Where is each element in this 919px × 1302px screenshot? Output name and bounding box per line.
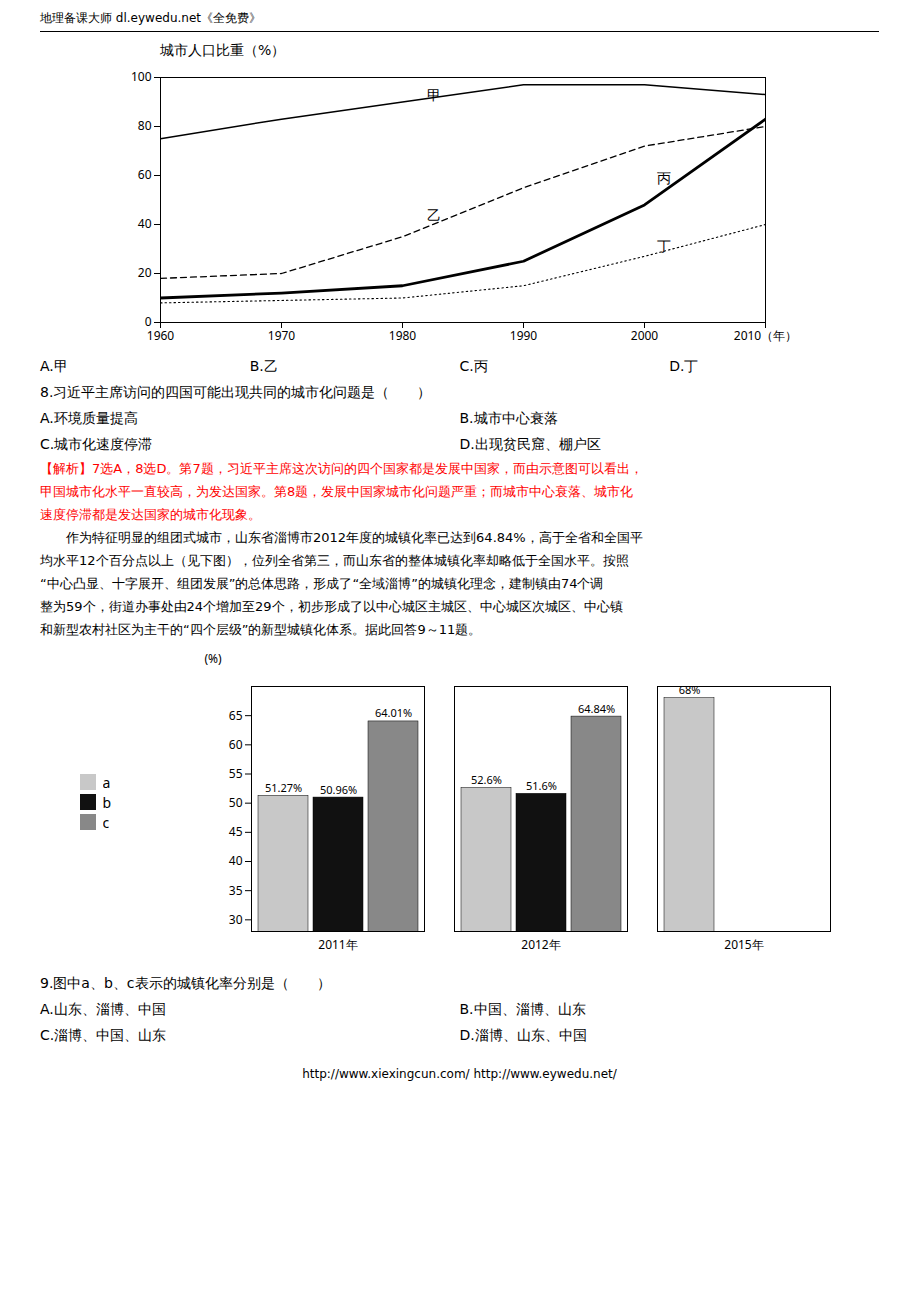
html-text:9.图中a、b、c表示的城镇化率分别是（ ）: 9.图中a、b、c表示的城镇化率分别是（ ）	[40, 975, 331, 991]
svg-text:20: 20	[137, 264, 151, 281]
html-text:D.淄博、山东、中国: D.淄博、山东、中国	[459, 1027, 587, 1043]
svg-text:甲: 甲	[426, 85, 440, 104]
svg-text:64.01%: 64.01%	[374, 705, 411, 720]
html-text:D.出现贫民窟、棚户区: D.出现贫民窟、棚户区	[459, 436, 601, 452]
html-text:B.城市中心衰落: B.城市中心衰落	[459, 410, 558, 426]
html-text:C.城市化速度停滞: C.城市化速度停滞	[40, 436, 153, 452]
html-text:a: a	[102, 772, 111, 792]
svg-text:51.6%: 51.6%	[526, 778, 557, 793]
svg-text:50: 50	[228, 794, 242, 811]
html-text:B.乙: B.乙	[249, 358, 278, 374]
svg-text:2010（年）: 2010（年）	[733, 327, 796, 344]
svg-text:乙: 乙	[426, 205, 440, 224]
html-text:速度停滞都是发达国家的城市化现象。: 速度停滞都是发达国家的城市化现象。	[40, 507, 261, 522]
svg-text:2011年: 2011年	[318, 936, 357, 953]
html-text:C.淄博、中国、山东: C.淄博、中国、山东	[40, 1027, 167, 1043]
svg-text:80: 80	[137, 117, 151, 134]
svg-text:100: 100	[130, 68, 151, 85]
svg-text:51.27%: 51.27%	[264, 780, 301, 795]
html-text:【解析】7选A，8选D。第7题，习近平主席这次访问的四个国家: 【解析】7选A，8选D。第7题，习近平主席这次访问的四个国家都是发展中国家，而由…	[40, 461, 643, 476]
svg-text:(%): (%)	[204, 651, 222, 667]
svg-text:52.6%: 52.6%	[471, 772, 502, 787]
html-text:b: b	[102, 792, 112, 812]
html-text:c: c	[102, 812, 110, 832]
svg-text:0: 0	[144, 313, 151, 331]
html-text:C.丙: C.丙	[459, 358, 488, 374]
svg-text:40: 40	[137, 215, 151, 232]
svg-text:65: 65	[228, 707, 242, 724]
svg-text:2012年: 2012年	[521, 936, 560, 953]
svg-text:60: 60	[137, 166, 151, 183]
html-text:A.环境质量提高: A.环境质量提高	[40, 410, 138, 426]
html-text:整为59个，街道办事处由24个增加至29个，初步形成了以中心: 整为59个，街道办事处由24个增加至29个，初步形成了以中心城区主城区、中心城区…	[40, 599, 623, 614]
html-text:城市人口比重（%）: 城市人口比重（%）	[160, 42, 286, 58]
html-text:A.甲: A.甲	[40, 358, 68, 374]
svg-text:1980: 1980	[388, 327, 416, 344]
svg-text:45: 45	[228, 823, 242, 840]
html-text:D.丁: D.丁	[669, 358, 699, 374]
html-text:A.山东、淄博、中国: A.山东、淄博、中国	[40, 1001, 166, 1017]
svg-text:40: 40	[228, 852, 242, 869]
svg-text:1960: 1960	[146, 327, 174, 344]
svg-text:64.84%: 64.84%	[577, 701, 614, 716]
html-text:8.习近平主席访问的四国可能出现共同的城市化问题是（ ）: 8.习近平主席访问的四国可能出现共同的城市化问题是（ ）	[40, 384, 432, 400]
svg-text:50.96%: 50.96%	[319, 782, 356, 797]
svg-text:35: 35	[228, 882, 242, 899]
html-text:作为特征明显的组团式城市，山东省淄博市2012年度的城镇化率: 作为特征明显的组团式城市，山东省淄博市2012年度的城镇化率已达到64.84%，…	[40, 530, 643, 545]
svg-text:30: 30	[228, 911, 242, 928]
svg-text:丙: 丙	[656, 168, 670, 187]
svg-text:2015年: 2015年	[724, 936, 763, 953]
html-text:均水平12个百分点以上（见下图），位列全省第三，而山东省的整: 均水平12个百分点以上（见下图），位列全省第三，而山东省的整体城镇化率却略低于全…	[40, 553, 629, 568]
html-text:地理备课大师 dl.eywedu.net《全免费》: 地理备课大师 dl.eywedu.net《全免费》	[40, 11, 261, 25]
html-text:B.中国、淄博、山东: B.中国、淄博、山东	[459, 1001, 586, 1017]
html-text:和新型农村社区为主干的“四个层级”的新型城镇化体系。据此回答: 和新型农村社区为主干的“四个层级”的新型城镇化体系。据此回答9～11题。	[40, 622, 482, 637]
svg-text:2000: 2000	[630, 327, 658, 344]
svg-text:68%: 68%	[678, 682, 700, 697]
html-text:甲国城市化水平一直较高，为发达国家。第8题，发展中国家城市化: 甲国城市化水平一直较高，为发达国家。第8题，发展中国家城市化问题严重；而城市中心…	[40, 484, 634, 499]
svg-text:60: 60	[228, 736, 242, 753]
html-text:http://www.xiexingcun.com/ htt: http://www.xiexingcun.com/ http://www.ey…	[302, 1067, 617, 1081]
svg-text:丁: 丁	[656, 236, 670, 255]
svg-text:1970: 1970	[267, 327, 295, 344]
svg-text:1990: 1990	[509, 327, 537, 344]
html-text:“中心凸显、十字展开、组团发展”的总体思路，形成了“全域淄博: “中心凸显、十字展开、组团发展”的总体思路，形成了“全域淄博”的城镇化理念，建制…	[40, 576, 604, 591]
svg-text:55: 55	[228, 765, 242, 782]
